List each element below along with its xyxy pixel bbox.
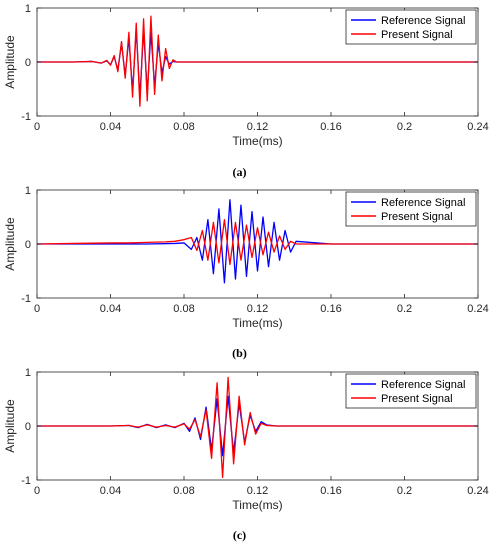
y-tick-label: 1 — [25, 3, 31, 15]
present-signal-line — [37, 219, 478, 266]
x-tick-label: 0.12 — [247, 121, 268, 133]
y-tick-label: 1 — [25, 367, 31, 379]
legend: Reference Signal Present Signal — [345, 9, 477, 45]
x-tick-label: 0 — [34, 485, 40, 497]
y-tick-label: 0 — [25, 57, 31, 69]
x-tick-label: 0.2 — [397, 303, 412, 315]
x-tick-label: 0.04 — [100, 485, 121, 497]
x-tick-label: 0.16 — [320, 303, 341, 315]
x-tick-label: 0.08 — [173, 485, 194, 497]
x-axis-label: Time(ms) — [232, 316, 282, 330]
x-tick-label: 0.04 — [100, 303, 121, 315]
y-tick-label: 0 — [25, 239, 31, 251]
x-tick-label: 0.2 — [397, 121, 412, 133]
legend: Reference Signal Present Signal — [345, 373, 477, 409]
present-signal-line — [37, 376, 478, 478]
x-tick-label: 0.04 — [100, 121, 121, 133]
x-tick-label: 0 — [34, 303, 40, 315]
x-tick-label: 0.12 — [247, 485, 268, 497]
y-axis-label: Amplitude — [3, 217, 17, 271]
x-tick-label: 0.24 — [467, 121, 488, 133]
x-tick-label: 0.16 — [320, 121, 341, 133]
legend-label-present: Present Signal — [381, 393, 453, 405]
y-tick-label: -1 — [21, 293, 31, 305]
legend-label-reference: Reference Signal — [381, 197, 465, 209]
y-axis-label: Amplitude — [3, 35, 17, 89]
x-tick-label: 0.08 — [173, 303, 194, 315]
plot-area — [37, 15, 478, 107]
legend-box — [345, 373, 477, 409]
y-tick-label: -1 — [21, 475, 31, 487]
panel-label: (b) — [232, 346, 247, 360]
panel-label: (c) — [233, 528, 246, 542]
x-tick-label: 0.2 — [397, 485, 412, 497]
legend: Reference Signal Present Signal — [345, 191, 477, 227]
legend-box — [345, 9, 477, 45]
x-axis-label: Time(ms) — [232, 498, 282, 512]
y-axis-label: Amplitude — [3, 399, 17, 453]
present-signal-line — [37, 15, 478, 107]
x-axis-label: Time(ms) — [232, 134, 282, 148]
panel-3: 0 0.04 0.08 0.12 0.16 0.2 0.24-101Time(ms)Ampl… — [3, 367, 489, 542]
y-tick-label: 1 — [25, 185, 31, 197]
plot-area — [37, 199, 478, 284]
y-tick-label: -1 — [21, 111, 31, 123]
legend-label-reference: Reference Signal — [381, 15, 465, 27]
legend-label-present: Present Signal — [381, 211, 453, 223]
plot-area — [37, 376, 478, 478]
legend-label-reference: Reference Signal — [381, 379, 465, 391]
x-tick-label: 0.08 — [173, 121, 194, 133]
legend-box — [345, 191, 477, 227]
x-tick-label: 0 — [34, 121, 40, 133]
x-tick-label: 0.16 — [320, 485, 341, 497]
x-tick-label: 0.24 — [467, 303, 488, 315]
panel-2: 0 0.04 0.08 0.12 0.16 0.2 0.24-101Time(ms)Ampl… — [3, 185, 489, 360]
x-tick-label: 0.12 — [247, 303, 268, 315]
panel-1: 0 0.04 0.08 0.12 0.16 0.2 0.24-101Time(ms)Ampl… — [3, 3, 489, 179]
y-tick-label: 0 — [25, 421, 31, 433]
x-tick-label: 0.24 — [467, 485, 488, 497]
panel-label: (a) — [233, 165, 247, 179]
legend-label-present: Present Signal — [381, 29, 453, 41]
